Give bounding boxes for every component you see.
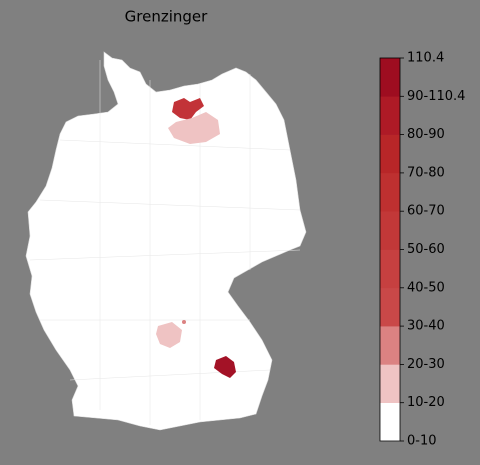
colorbar-label: 70-80 — [407, 165, 445, 180]
country-outline — [25, 51, 307, 431]
colorbar-label: 10-20 — [407, 395, 445, 410]
district-lines — [29, 60, 301, 425]
region-small — [182, 320, 186, 324]
colorbar-segment — [380, 287, 400, 327]
colorbar-label: 0-10 — [407, 434, 437, 449]
colorbar-label: 40-50 — [407, 280, 445, 295]
colorbar-segment — [380, 211, 400, 250]
germany-map — [25, 51, 307, 431]
colorbar-label: 80-90 — [407, 127, 445, 142]
region-mecklenburg — [172, 98, 204, 120]
colorbar-label: 110.4 — [407, 51, 444, 66]
colorbar-label: 50-60 — [407, 242, 445, 257]
colorbar-frame — [379, 57, 401, 442]
colorbar-segment — [380, 402, 400, 442]
colorbar-segment — [380, 326, 400, 365]
colorbar-segment — [380, 134, 400, 174]
colorbar-label: 20-30 — [407, 357, 445, 372]
colorbar-segment — [380, 249, 400, 289]
colorbar-segment — [380, 96, 400, 135]
region-lower-bavaria — [214, 356, 236, 378]
colorbar-segment — [380, 172, 400, 212]
colorbar-label: 30-40 — [407, 319, 445, 334]
colorbar-segment — [380, 58, 400, 97]
region-franconia — [156, 322, 182, 348]
colorbar-label: 90-110.4 — [407, 89, 465, 104]
colorbar: 0-10 10-20 20-30 30-40 40-50 50-60 60-70 70-80 8… — [380, 51, 465, 449]
region-brandenburg-west — [168, 112, 220, 144]
map-title: Grenzinger — [125, 8, 208, 26]
colorbar-label: 60-70 — [407, 204, 445, 219]
colorbar-segment — [380, 364, 400, 403]
